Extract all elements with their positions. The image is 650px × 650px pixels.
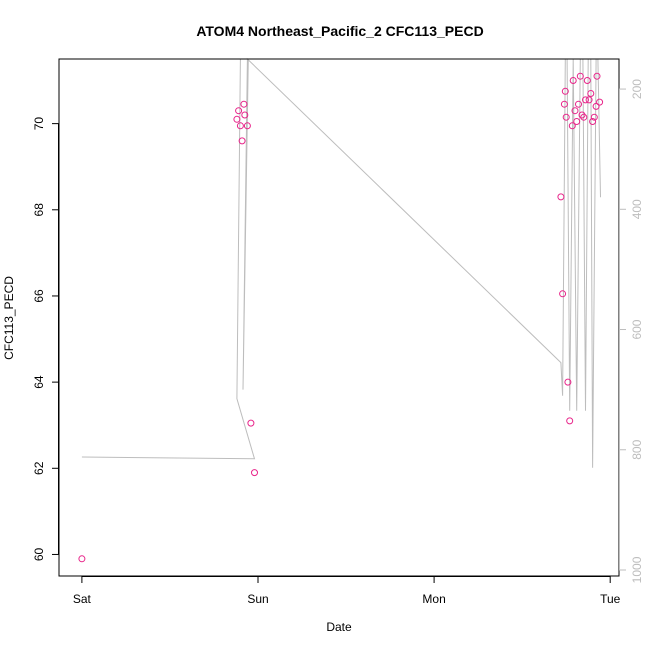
y-axis: 60 62 64 66 68 70 bbox=[32, 117, 59, 561]
data-point bbox=[564, 378, 572, 386]
x-tick-label: Sun bbox=[247, 592, 268, 606]
x-axis: Sat Sun Mon Tue bbox=[73, 576, 621, 606]
data-point bbox=[575, 100, 582, 108]
depth-series bbox=[81, 57, 601, 468]
data-point bbox=[241, 111, 249, 119]
cfc113-points bbox=[78, 72, 604, 563]
right-tick-label: 600 bbox=[630, 319, 644, 339]
data-point bbox=[243, 122, 251, 130]
data-point bbox=[562, 113, 570, 121]
data-point bbox=[578, 111, 586, 119]
data-point bbox=[585, 96, 593, 104]
data-point bbox=[557, 193, 565, 201]
depth-line bbox=[81, 57, 601, 468]
x-tick-label: Sat bbox=[73, 592, 92, 606]
data-point bbox=[593, 72, 601, 80]
data-point bbox=[592, 102, 600, 110]
x-tick-label: Mon bbox=[422, 592, 445, 606]
data-point bbox=[583, 77, 591, 84]
data-point bbox=[559, 290, 567, 298]
data-point bbox=[569, 77, 577, 84]
data-point bbox=[238, 137, 246, 145]
y-tick-label: 66 bbox=[32, 289, 46, 303]
y-tick-label: 70 bbox=[32, 117, 46, 131]
x-axis-label: Date bbox=[326, 620, 352, 634]
right-tick-label: 1000 bbox=[630, 556, 644, 583]
plot-frame bbox=[58, 58, 620, 577]
data-point bbox=[576, 72, 584, 80]
data-point bbox=[561, 87, 569, 95]
data-point bbox=[235, 107, 243, 115]
y-tick-label: 68 bbox=[32, 203, 46, 217]
y-axis-label: CFC113_PECD bbox=[2, 276, 16, 360]
data-point bbox=[566, 417, 574, 425]
data-point bbox=[590, 113, 598, 121]
data-point bbox=[571, 107, 579, 115]
y-tick-label: 62 bbox=[32, 461, 46, 475]
data-point bbox=[596, 98, 604, 106]
data-point bbox=[587, 90, 595, 97]
y-tick-label: 64 bbox=[32, 375, 46, 389]
x-tick-label: Tue bbox=[600, 592, 621, 606]
data-point bbox=[78, 555, 86, 563]
data-point bbox=[251, 469, 258, 477]
data-point bbox=[247, 419, 255, 427]
y-tick-label: 60 bbox=[32, 547, 46, 561]
data-point bbox=[582, 96, 589, 104]
right-tick-label: 200 bbox=[630, 79, 644, 99]
data-point bbox=[240, 100, 248, 108]
data-point bbox=[560, 100, 568, 108]
right-axis: 200 400 600 800 1000 bbox=[619, 79, 644, 583]
right-tick-label: 400 bbox=[630, 199, 644, 219]
right-tick-label: 800 bbox=[630, 439, 644, 459]
data-point bbox=[233, 115, 241, 123]
chart-title: ATOM4 Northeast_Pacific_2 CFC113_PECD bbox=[196, 23, 483, 39]
data-point bbox=[573, 118, 581, 125]
data-point bbox=[580, 113, 588, 121]
data-point bbox=[589, 118, 597, 125]
data-point bbox=[568, 122, 576, 130]
data-point bbox=[236, 122, 244, 130]
